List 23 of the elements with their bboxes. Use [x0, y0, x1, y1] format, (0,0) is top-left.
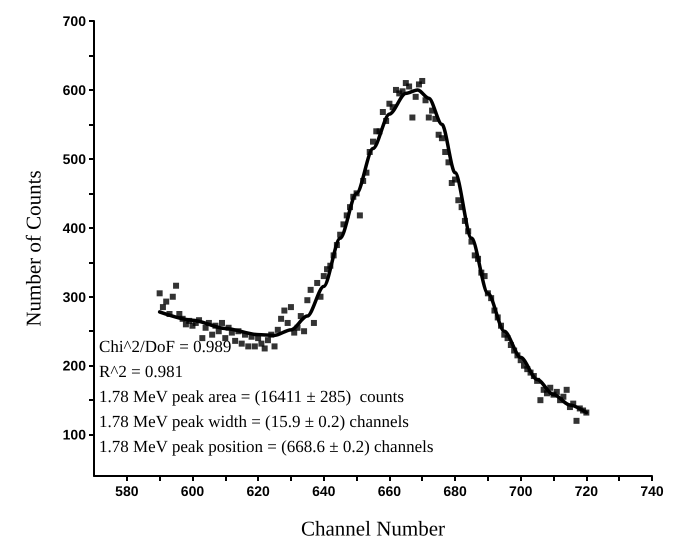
x-tick-label: 680 — [443, 483, 467, 499]
x-axis-title: Channel Number — [300, 516, 446, 540]
x-tick-label: 700 — [509, 483, 533, 499]
x-tick-label: 720 — [574, 483, 598, 499]
x-tick-label: 660 — [378, 483, 402, 499]
x-tick-label: 640 — [312, 483, 336, 499]
annotation: 1.78 MeV peak width = (15.9 ± 0.2) channels — [99, 412, 409, 431]
y-tick-label: 400 — [62, 220, 86, 236]
annotation: 1.78 MeV peak position = (668.6 ± 0.2) channels — [99, 437, 434, 456]
y-tick-label: 200 — [62, 358, 86, 374]
x-tick-label: 600 — [180, 483, 204, 499]
y-tick-label: 700 — [62, 13, 86, 29]
y-tick-label: 500 — [62, 150, 86, 167]
x-tick-label: 740 — [640, 483, 664, 499]
y-tick-label: 300 — [62, 288, 86, 305]
x-tick-label: 620 — [246, 483, 270, 499]
x-tick-label: 580 — [115, 483, 139, 499]
y-tick-label: 600 — [62, 82, 86, 98]
annotation: 1.78 MeV peak area = (16411 ± 285) counts — [99, 387, 404, 406]
y-axis-title: Number of Counts — [22, 170, 46, 327]
annotation: Chi^2/DoF = 0.989 — [99, 337, 232, 356]
y-tick-label: 100 — [62, 426, 86, 443]
annotation: R^2 = 0.981 — [99, 362, 184, 381]
